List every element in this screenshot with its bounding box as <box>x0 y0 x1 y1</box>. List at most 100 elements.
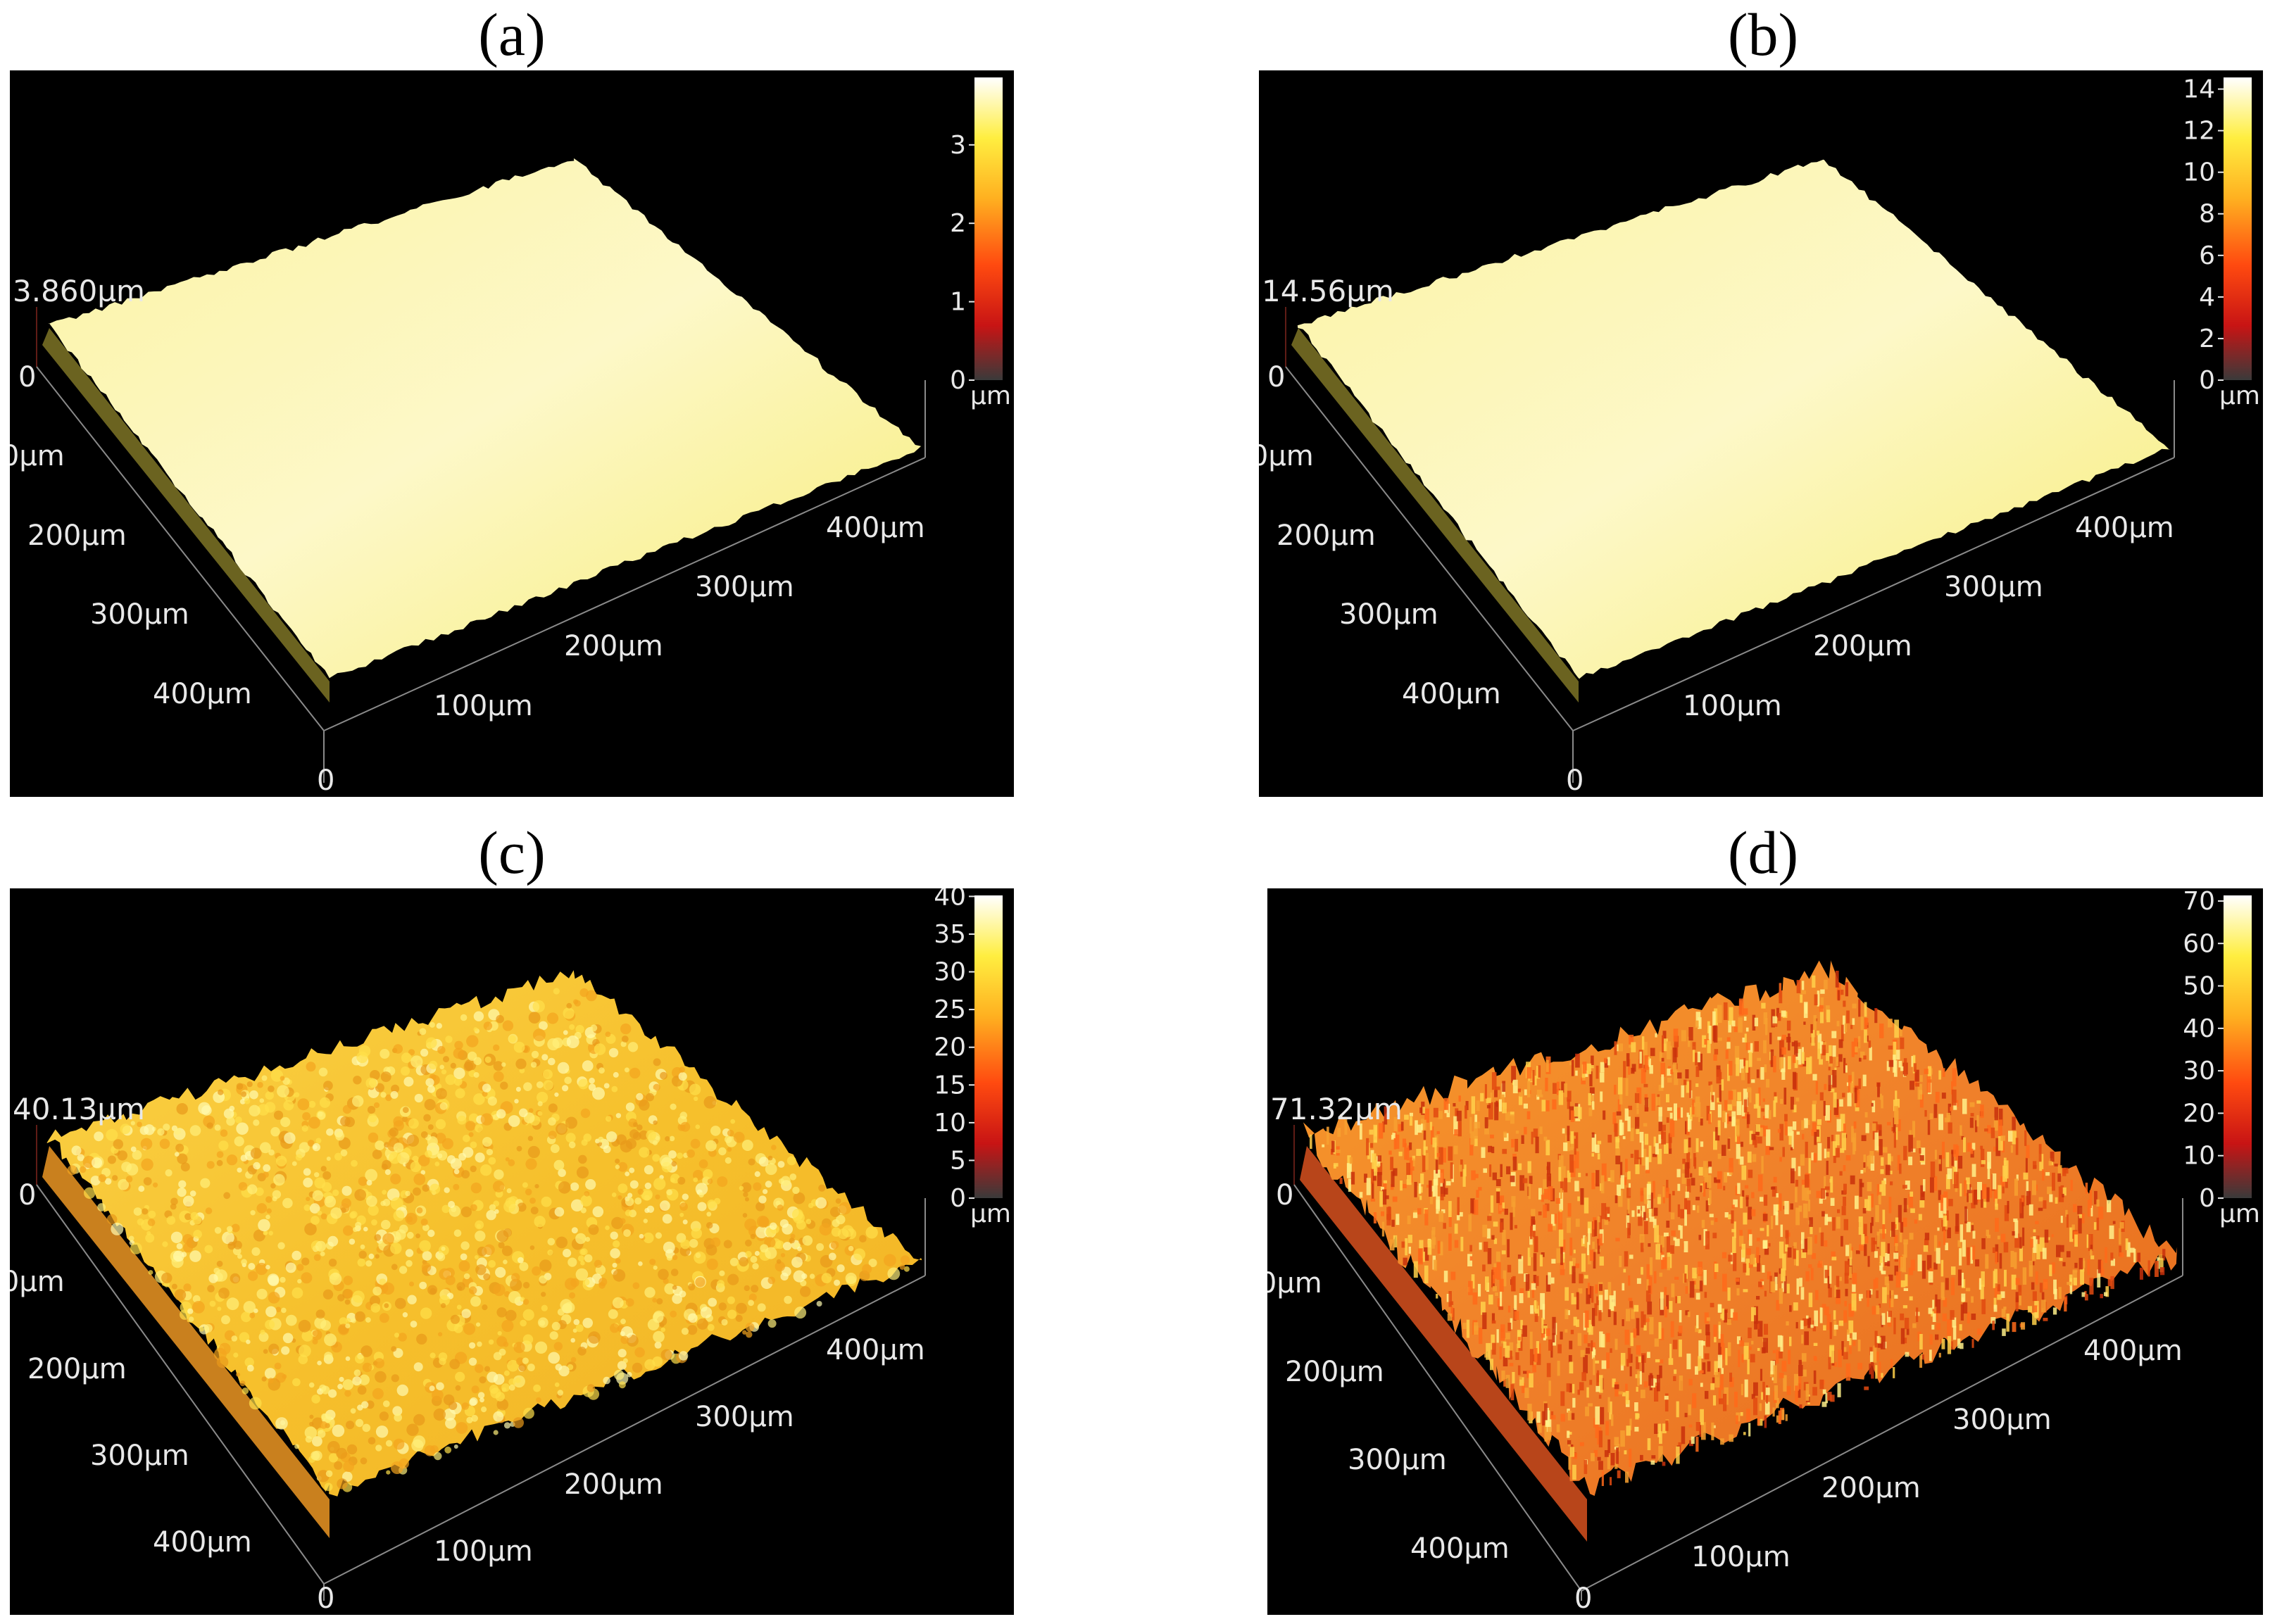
colorbar-unit: µm <box>2219 1200 2260 1228</box>
x-axis-tick: 100µm <box>434 690 533 722</box>
panel-d-caption: (d) <box>1727 819 1799 886</box>
colorbar-tick-label: 3 <box>950 131 966 160</box>
surface-plot-d: 71.32µm0100µm200µm300µm400µm0100µm200µm3… <box>1267 888 2263 1615</box>
x-axis-tick: 0 <box>1574 1582 1592 1615</box>
y-axis-tick: 0 <box>18 361 36 394</box>
surface-top <box>48 158 921 679</box>
colorbar-tick-label: 20 <box>934 1033 966 1062</box>
colorbar-tick-label: 30 <box>934 958 966 987</box>
surface-plot-c: 40.13µm0100µm200µm300µm400µm0100µm200µm3… <box>10 888 1014 1615</box>
max-height-label: 3.860µm <box>13 274 145 308</box>
y-axis-tick: 200µm <box>1285 1356 1384 1388</box>
colorbar-tick-label: 30 <box>2183 1057 2215 1085</box>
colorbar-tick-label: 35 <box>934 920 966 949</box>
y-axis-tick: 300µm <box>1348 1444 1447 1476</box>
x-axis-tick: 400µm <box>826 512 925 544</box>
surface-plot-a: 3.860µm 0 100µm 200µm 300µm 400µm 0 100µm 200µm 3… <box>10 70 1014 797</box>
colorbar-tick-label: 12 <box>2183 117 2215 146</box>
colorbar-tick-label: 20 <box>2183 1099 2215 1128</box>
max-height-label: 71.32µm <box>1270 1092 1403 1126</box>
y-axis-tick: 200µm <box>27 1353 127 1385</box>
x-axis-tick: 300µm <box>695 571 794 603</box>
colorbar-unit: µm <box>970 382 1011 410</box>
y-axis-tick: 400µm <box>1410 1532 1510 1565</box>
surface-svg: 40.13µm0100µm200µm300µm400µm0100µm200µm3… <box>10 888 1011 1615</box>
x-axis-tick: 0 <box>1566 764 1584 797</box>
colorbar-tick-label: 2 <box>2199 325 2215 353</box>
colorbar-unit: µm <box>2219 382 2260 410</box>
colorbar-tick-label: 0 <box>950 1184 966 1213</box>
x-axis-tick: 100µm <box>1691 1541 1791 1573</box>
y-axis-tick: 200µm <box>1277 520 1376 552</box>
x-axis-tick: 400µm <box>2075 512 2174 544</box>
x-axis-tick: 400µm <box>2083 1335 2183 1367</box>
colorbar-unit: µm <box>970 1200 1011 1228</box>
surface-svg: 14.56µm0100µm200µm300µm400µm0100µm200µm3… <box>1259 75 2260 797</box>
colorbar-tick-label: 6 <box>2199 241 2215 270</box>
colorbar-tick-label: 50 <box>2183 972 2215 1001</box>
colorbar-tick-label: 10 <box>934 1109 966 1138</box>
surface-top <box>1297 159 2171 679</box>
x-axis-tick: 200µm <box>564 630 663 662</box>
y-axis-tick: 300µm <box>90 598 189 631</box>
x-axis-tick: 200µm <box>564 1468 663 1501</box>
colorbar-tick-label: 5 <box>950 1146 966 1175</box>
surface-texture <box>67 988 910 1492</box>
surface-svg: 3.860µm 0 100µm 200µm 300µm 400µm 0 100µm 200µm 3… <box>10 77 1011 797</box>
x-axis-tick: 300µm <box>1952 1404 2052 1436</box>
max-height-label: 40.13µm <box>13 1092 145 1126</box>
surface-plot-b: 14.56µm0100µm200µm300µm400µm0100µm200µm3… <box>1259 70 2263 797</box>
x-axis-tick: 300µm <box>1944 571 2043 603</box>
y-axis-tick: 400µm <box>153 1526 252 1559</box>
colorbar <box>2224 895 2252 1198</box>
max-height-label: 14.56µm <box>1262 274 1394 308</box>
y-axis-tick: 400µm <box>153 678 252 710</box>
y-axis-tick: 100µm <box>10 440 65 472</box>
colorbar-tick-label: 10 <box>2183 158 2215 187</box>
y-axis-tick: 0 <box>1276 1179 1293 1211</box>
y-axis-tick: 0 <box>18 1179 36 1211</box>
axes-box <box>36 1184 926 1601</box>
colorbar-tick-label: 25 <box>934 995 966 1024</box>
colorbar-tick-label: 15 <box>934 1071 966 1100</box>
x-axis-tick: 100µm <box>434 1535 533 1568</box>
colorbar <box>974 895 1003 1198</box>
colorbar-tick-label: 70 <box>2183 888 2215 916</box>
colorbar-tick-label: 0 <box>2199 366 2215 395</box>
colorbar-tick-label: 2 <box>950 209 966 238</box>
axes-box <box>1293 1184 2183 1601</box>
colorbar-tick-label: 40 <box>2183 1014 2215 1043</box>
y-axis-tick: 300µm <box>90 1440 189 1472</box>
panel-b-caption: (b) <box>1727 1 1799 68</box>
x-axis-tick: 400µm <box>826 1334 925 1366</box>
colorbar-tick-label: 40 <box>934 888 966 911</box>
colorbar-tick-label: 8 <box>2199 200 2215 229</box>
colorbar-tick-label: 4 <box>2199 283 2215 312</box>
x-axis-tick: 300µm <box>695 1401 794 1433</box>
colorbar <box>974 77 1003 380</box>
axes-box <box>36 366 926 783</box>
y-axis-tick: 300µm <box>1339 598 1438 631</box>
colorbar-tick-label: 14 <box>2183 75 2215 104</box>
y-axis-tick: 0 <box>1267 361 1285 394</box>
y-axis-tick: 100µm <box>1259 440 1314 472</box>
x-axis-tick: 0 <box>317 1582 334 1615</box>
colorbar-tick-label: 60 <box>2183 929 2215 958</box>
x-axis-tick: 100µm <box>1683 690 1782 722</box>
colorbar-tick-label: 1 <box>950 288 966 317</box>
x-axis-tick: 200µm <box>1813 630 1912 662</box>
colorbar <box>2224 77 2252 380</box>
y-axis-tick: 400µm <box>1402 678 1501 710</box>
colorbar-tick-label: 10 <box>2183 1142 2215 1171</box>
colorbar-tick-label: 0 <box>950 366 966 395</box>
y-axis-tick: 100µm <box>1267 1267 1322 1299</box>
y-axis-tick: 200µm <box>27 520 127 552</box>
panel-a-caption: (a) <box>478 1 546 68</box>
colorbar-tick-label: 0 <box>2199 1184 2215 1213</box>
panel-c-caption: (c) <box>478 819 546 886</box>
x-axis-tick: 200µm <box>1821 1472 1921 1504</box>
surface-svg: 71.32µm0100µm200µm300µm400µm0100µm200µm3… <box>1267 888 2260 1615</box>
axes-box <box>1285 366 2175 783</box>
surface-texture <box>1310 971 2166 1486</box>
y-axis-tick: 100µm <box>10 1266 65 1298</box>
